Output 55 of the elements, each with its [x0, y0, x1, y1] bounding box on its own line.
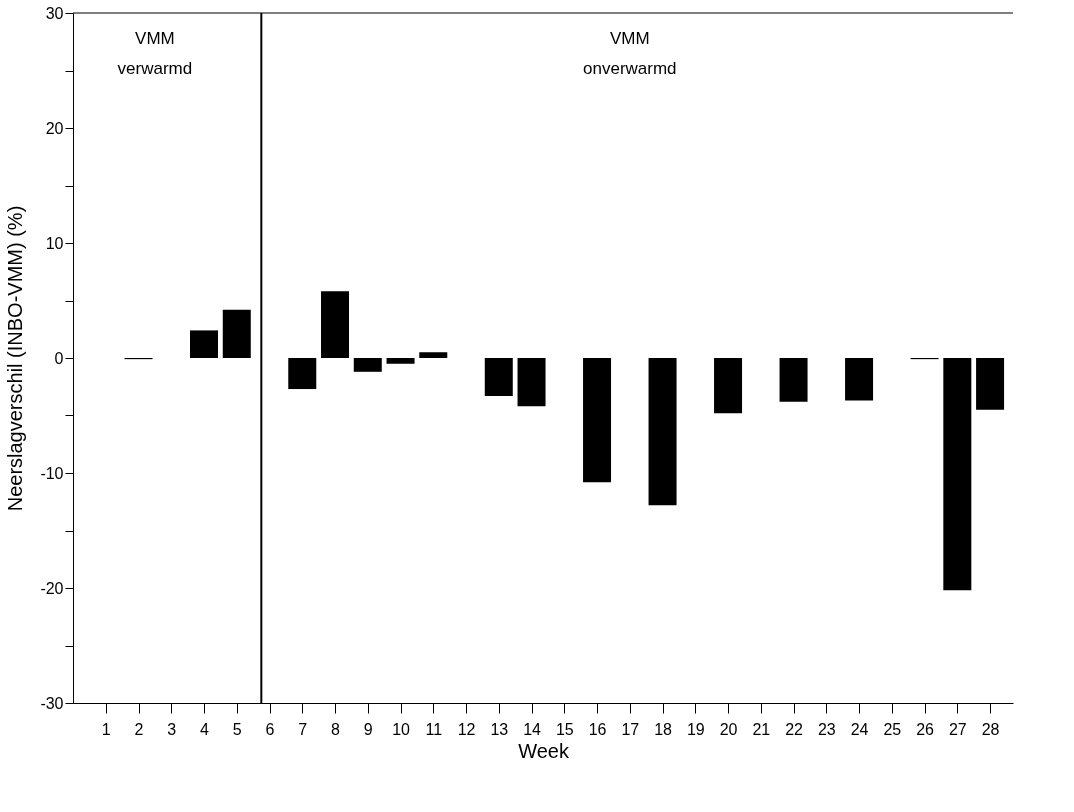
bar [484, 358, 513, 396]
bar [779, 358, 808, 402]
bar [648, 358, 677, 506]
x-tick-label: 12 [457, 720, 476, 738]
bar [288, 358, 317, 390]
x-tick-label: 18 [654, 720, 673, 738]
x-tick-label: 2 [134, 720, 144, 738]
bar [190, 330, 219, 358]
y-tick-label: -10 [40, 464, 64, 482]
bar [517, 358, 546, 407]
x-tick-label: 22 [785, 720, 804, 738]
y-tick-label: 0 [54, 349, 64, 367]
x-tick-label: 6 [265, 720, 275, 738]
y-tick-label: 10 [45, 234, 64, 252]
y-tick-label: 20 [45, 119, 64, 137]
bar [321, 291, 350, 358]
x-tick-label: 20 [719, 720, 738, 738]
x-tick-label: 5 [232, 720, 242, 738]
bar [419, 352, 448, 358]
x-tick-label: 16 [588, 720, 607, 738]
x-tick-label: 14 [523, 720, 542, 738]
bar [714, 358, 743, 414]
annotation: VMM onverwarmd [583, 29, 677, 78]
y-tick-label: 30 [45, 4, 64, 22]
x-tick-label: 28 [981, 720, 1000, 738]
x-tick-label: 24 [850, 720, 869, 738]
x-tick-label: 11 [425, 720, 443, 738]
x-tick-label: 26 [916, 720, 935, 738]
bar [353, 358, 382, 372]
x-tick-label: 13 [490, 720, 509, 738]
bar [845, 358, 874, 401]
x-tick-label: 19 [686, 720, 705, 738]
x-tick-label: 17 [621, 720, 640, 738]
y-tick-label: -30 [40, 694, 64, 712]
x-tick-label: 21 [752, 720, 771, 738]
x-tick-label: 15 [555, 720, 574, 738]
bar [943, 358, 972, 591]
x-axis-title: Week [518, 739, 570, 762]
x-tick-label: 7 [298, 720, 308, 738]
x-tick-label: 10 [392, 720, 411, 738]
bar [583, 358, 612, 483]
x-tick-label: 3 [167, 720, 177, 738]
x-tick-label: 27 [948, 720, 967, 738]
y-tick-label: -20 [40, 579, 64, 597]
x-tick-label: 4 [200, 720, 210, 738]
y-axis-title: Neerslagverschil (INBO-VMM) (%) [4, 205, 27, 512]
x-tick-label: 8 [331, 720, 341, 738]
bar [386, 358, 415, 364]
bar [976, 358, 1005, 410]
x-tick-label: 23 [817, 720, 836, 738]
x-tick-label: 9 [363, 720, 373, 738]
x-tick-label: 25 [883, 720, 902, 738]
annotation: VMM verwarmd [117, 29, 193, 78]
bar [222, 309, 251, 358]
x-tick-label: 1 [101, 720, 111, 738]
